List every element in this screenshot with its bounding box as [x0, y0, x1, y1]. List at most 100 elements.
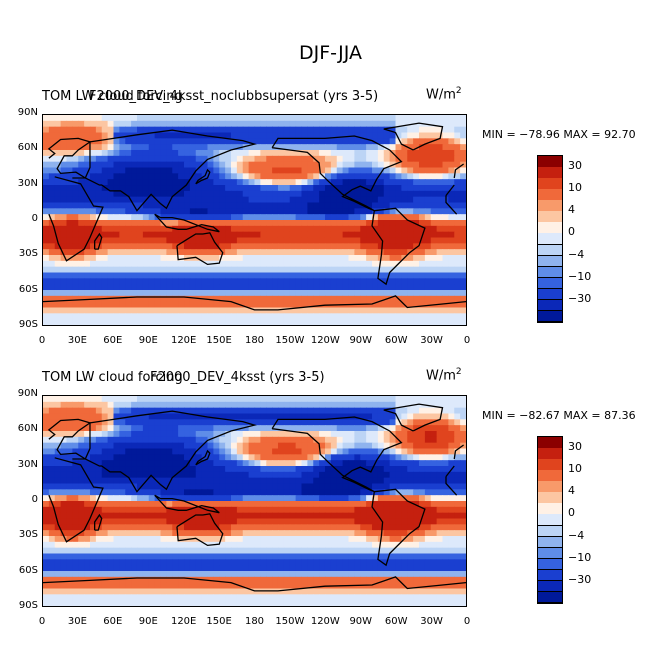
- heatmap-cell: [207, 225, 214, 233]
- heatmap-cell: [160, 454, 167, 461]
- heatmap-cell: [424, 237, 432, 244]
- heatmap-cell: [236, 524, 244, 531]
- heatmap-cell: [172, 231, 179, 239]
- heatmap-cell: [178, 260, 185, 268]
- heatmap-cell: [160, 190, 167, 198]
- heatmap-cell: [72, 512, 79, 520]
- heatmap-cell: [360, 565, 367, 572]
- heatmap-cell: [295, 149, 303, 157]
- heatmap-cell: [324, 260, 332, 268]
- heatmap-cell: [336, 313, 344, 320]
- heatmap-cell: [454, 541, 461, 549]
- heatmap-cell: [442, 132, 449, 139]
- heatmap-cell: [330, 501, 338, 508]
- heatmap-cell: [272, 179, 279, 186]
- heatmap-cell: [242, 266, 250, 274]
- heatmap-cell: [307, 185, 314, 192]
- coastline: [271, 135, 403, 212]
- heatmap-cell: [101, 249, 109, 256]
- heatmap-cell: [236, 278, 244, 285]
- heatmap-cell: [307, 249, 314, 256]
- heatmap-cell: [78, 231, 85, 239]
- heatmap-cell: [184, 471, 191, 479]
- heatmap-cell: [424, 138, 432, 145]
- heatmap-cell: [266, 530, 273, 537]
- heatmap-cell: [189, 278, 197, 285]
- heatmap-cell: [242, 190, 250, 198]
- heatmap-cell: [401, 489, 408, 496]
- heatmap-cell: [348, 272, 355, 279]
- heatmap-cell: [454, 313, 461, 320]
- heatmap-cell: [89, 436, 97, 444]
- heatmap-cell: [148, 179, 156, 186]
- heatmap-cell: [84, 278, 91, 285]
- heatmap-cell: [54, 202, 62, 209]
- heatmap-cell: [60, 272, 68, 279]
- heatmap-cell: [277, 313, 285, 320]
- heatmap-cell: [184, 249, 191, 256]
- heatmap-cell: [54, 460, 62, 467]
- heatmap-cell: [407, 272, 414, 279]
- heatmap-cell: [295, 144, 303, 151]
- heatmap-cell: [360, 249, 367, 256]
- heatmap-cell: [72, 413, 79, 420]
- heatmap-cell: [319, 155, 326, 163]
- heatmap-cell: [354, 495, 361, 502]
- heatmap-cell: [383, 266, 391, 274]
- heatmap-cell: [66, 144, 73, 151]
- heatmap-cell: [125, 571, 132, 578]
- heatmap-cell: [454, 471, 461, 479]
- heatmap-cell: [131, 425, 138, 432]
- heatmap-cell: [313, 295, 320, 303]
- heatmap-cell: [66, 138, 73, 145]
- heatmap-cell: [330, 413, 338, 420]
- heatmap-cell: [148, 466, 156, 473]
- heatmap-cell: [266, 535, 273, 543]
- heatmap-cell: [231, 266, 238, 274]
- heatmap-cell: [289, 260, 297, 268]
- heatmap-cell: [207, 202, 214, 209]
- heatmap-cell: [248, 185, 256, 192]
- heatmap-cell: [319, 407, 326, 415]
- heatmap-cell: [330, 559, 338, 566]
- heatmap-cell: [207, 149, 214, 157]
- heatmap-cell: [360, 144, 367, 151]
- heatmap-cell: [395, 179, 402, 186]
- heatmap-cell: [154, 471, 162, 479]
- heatmap-cell: [242, 495, 250, 502]
- heatmap-cell: [260, 272, 267, 279]
- heatmap-cell: [136, 495, 144, 502]
- heatmap-cell: [172, 260, 179, 268]
- heatmap-cell: [342, 495, 350, 502]
- heatmap-cell: [401, 483, 408, 490]
- heatmap-cell: [289, 576, 297, 584]
- heatmap-cell: [389, 460, 397, 467]
- heatmap-cell: [354, 466, 361, 473]
- heatmap-cell: [125, 448, 132, 455]
- heatmap-cell: [289, 553, 297, 560]
- heatmap-cell: [442, 425, 449, 432]
- heatmap-cell: [213, 495, 220, 502]
- heatmap-cell: [248, 301, 256, 309]
- heatmap-cell: [307, 495, 314, 502]
- heatmap-cell: [89, 173, 97, 180]
- heatmap-cell: [178, 254, 185, 262]
- heatmap-cell: [254, 214, 261, 221]
- heatmap-cell: [401, 430, 408, 438]
- heatmap-cell: [119, 120, 126, 128]
- heatmap-cell: [48, 448, 56, 455]
- heatmap-cell: [436, 401, 444, 409]
- heatmap-cell: [407, 512, 414, 520]
- heatmap-cell: [307, 202, 314, 209]
- heatmap-cell: [266, 436, 273, 444]
- heatmap-cell: [354, 120, 361, 128]
- heatmap-cell: [272, 260, 279, 268]
- heatmap-cell: [354, 413, 361, 420]
- heatmap-cell: [184, 278, 191, 285]
- heatmap-cell: [419, 266, 426, 274]
- heatmap-cell: [201, 425, 209, 432]
- heatmap-cell: [407, 454, 414, 461]
- heatmap-cell: [66, 278, 73, 285]
- heatmap-cell: [289, 115, 297, 122]
- heatmap-cell: [342, 518, 350, 525]
